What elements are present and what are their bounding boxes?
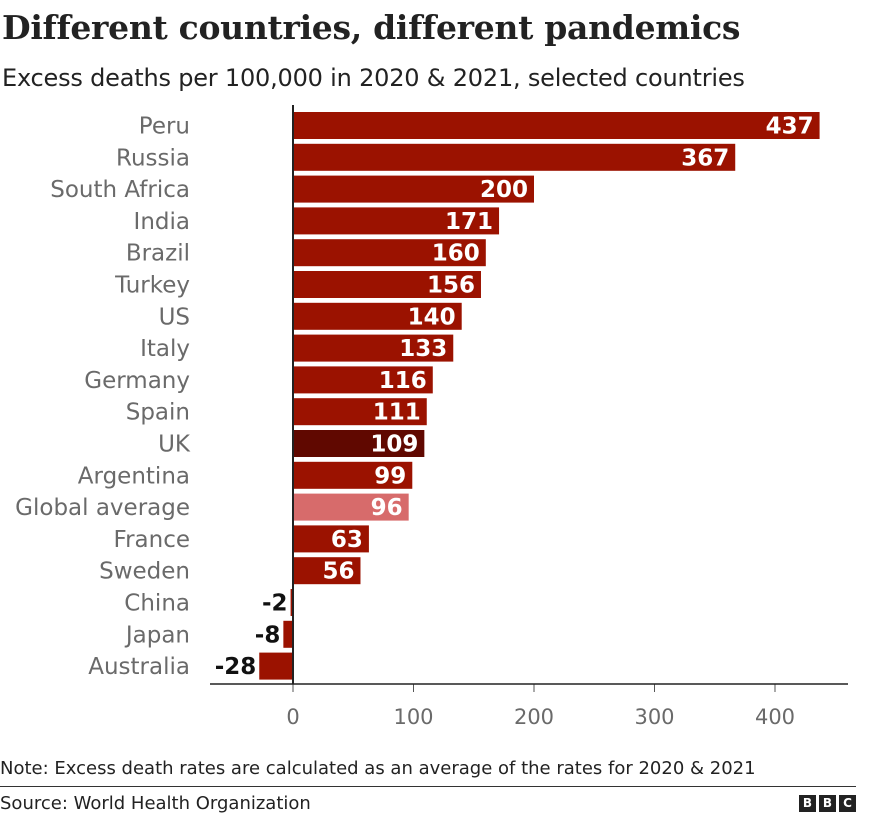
bar-brazil	[293, 239, 486, 267]
category-label: India	[134, 209, 190, 235]
bars	[259, 112, 820, 680]
data-label: 116	[379, 368, 427, 394]
bar-uk	[293, 430, 425, 457]
value-labels: 437 367 200 171 160 156 140 133 116 111 109 99 96 63 5…	[215, 114, 814, 681]
x-tick-label: 0	[286, 705, 299, 729]
bar-spain	[293, 398, 427, 426]
category-label: Brazil	[126, 241, 190, 267]
category-label: Peru	[139, 114, 190, 140]
bbc-logo-letter: B	[799, 795, 816, 812]
category-label: Spain	[126, 400, 190, 426]
bar-turkey	[293, 271, 481, 298]
data-label: 63	[331, 527, 363, 553]
bbc-logo-letter: C	[839, 795, 856, 812]
data-label: -28	[215, 654, 257, 680]
bar-china	[290, 589, 293, 616]
category-label: Australia	[88, 654, 190, 680]
bbc-logo: B B C	[799, 795, 856, 812]
bar-chart: 0 100 200 300 400 Peru Russia South Africa Indi…	[15, 105, 848, 729]
data-label: 171	[445, 209, 493, 235]
data-label: 156	[427, 273, 475, 299]
data-label: 96	[371, 495, 403, 521]
data-label: 133	[399, 336, 447, 362]
chart-title: Different countries, different pandemics	[2, 8, 741, 47]
data-label: 160	[432, 241, 480, 267]
category-label: China	[124, 591, 190, 617]
bar-italy	[293, 334, 454, 362]
x-tick-label: 100	[393, 705, 433, 729]
bar-south-africa	[293, 175, 534, 203]
data-label: 56	[322, 559, 354, 585]
bar-global-average	[293, 493, 409, 521]
data-label: 109	[370, 432, 418, 458]
source-credit: Source: World Health Organization	[0, 793, 311, 814]
chart-subtitle: Excess deaths per 100,000 in 2020 & 2021…	[2, 64, 745, 92]
category-label: US	[159, 304, 190, 330]
bar-sweden	[293, 557, 361, 585]
category-label: Russia	[116, 145, 190, 171]
category-label: Sweden	[99, 559, 190, 585]
x-tick-label: 400	[755, 705, 795, 729]
category-label: South Africa	[50, 177, 190, 203]
category-labels: Peru Russia South Africa India Brazil Turkey U…	[15, 114, 191, 681]
data-label: 140	[408, 304, 456, 330]
category-label: Italy	[140, 336, 190, 362]
footnote: Note: Excess death rates are calculated …	[0, 758, 756, 779]
category-label: Global average	[15, 495, 190, 521]
bar-australia	[259, 652, 293, 680]
category-label: Germany	[84, 368, 190, 394]
bar-france	[293, 525, 369, 553]
data-label: 367	[681, 145, 729, 171]
bar-argentina	[293, 461, 413, 489]
bar-us	[293, 302, 462, 330]
x-axis-ticks: 0 100 200 300 400	[286, 684, 795, 729]
bbc-logo-letter: B	[819, 795, 836, 812]
data-label: 437	[766, 114, 814, 140]
category-label: Argentina	[78, 463, 190, 489]
bar-peru	[293, 112, 820, 139]
data-label: 111	[373, 400, 421, 426]
x-tick-label: 300	[634, 705, 674, 729]
data-label: -8	[255, 622, 281, 648]
footer-rule	[0, 786, 856, 787]
category-label: UK	[158, 432, 191, 458]
bar-russia	[293, 143, 736, 171]
data-label: 200	[480, 177, 528, 203]
bar-india	[293, 207, 500, 235]
category-label: Japan	[124, 622, 190, 648]
category-label: France	[114, 527, 190, 553]
bar-germany	[293, 366, 433, 394]
bar-japan	[283, 620, 293, 648]
category-label: Turkey	[114, 273, 190, 299]
data-label: 99	[374, 463, 406, 489]
x-tick-label: 200	[514, 705, 554, 729]
data-label: -2	[262, 591, 288, 617]
